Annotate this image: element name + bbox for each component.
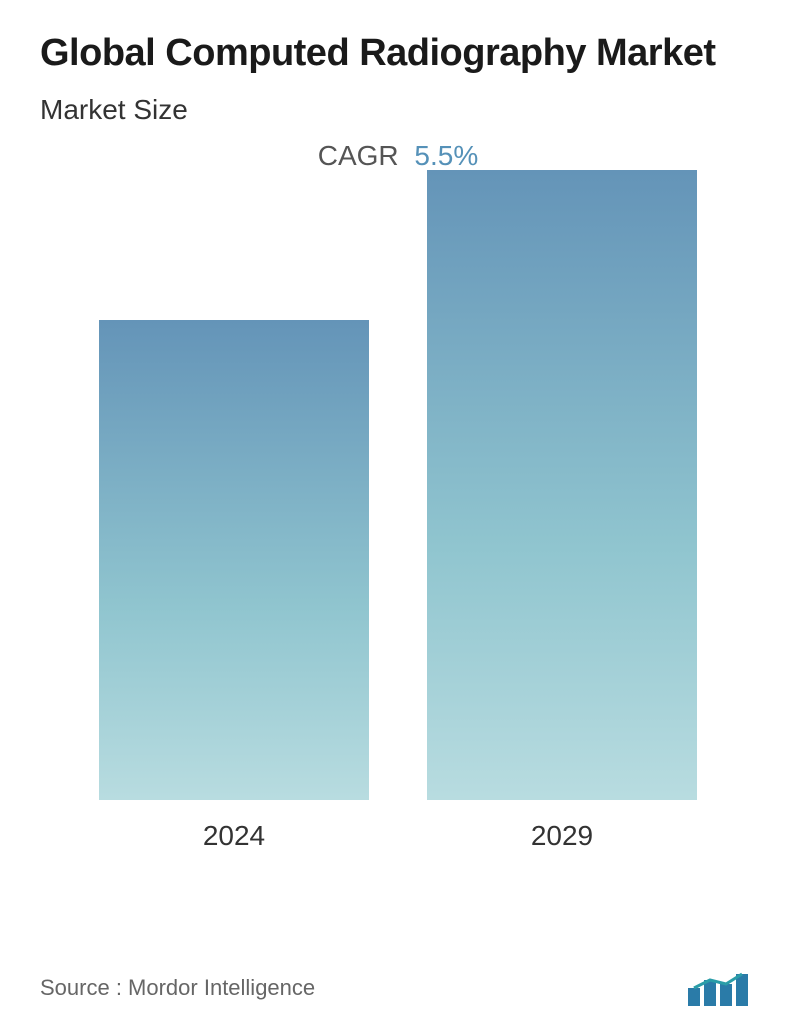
footer: Source : Mordor Intelligence	[40, 970, 756, 1006]
bar-chart: 2024 2029	[40, 202, 756, 852]
bar-2024	[99, 320, 369, 800]
bar-2029	[427, 170, 697, 800]
bar-label: 2029	[531, 820, 593, 852]
cagr-value: 5.5%	[414, 140, 478, 171]
brand-logo-icon	[686, 970, 756, 1006]
chart-title: Global Computed Radiography Market	[40, 30, 756, 78]
bar-group: 2029	[427, 170, 697, 852]
chart-subtitle: Market Size	[40, 94, 756, 126]
bar-label: 2024	[203, 820, 265, 852]
cagr-label: CAGR	[318, 140, 399, 171]
source-text: Source : Mordor Intelligence	[40, 975, 315, 1001]
bar-group: 2024	[99, 320, 369, 852]
cagr-row: CAGR 5.5%	[40, 140, 756, 172]
